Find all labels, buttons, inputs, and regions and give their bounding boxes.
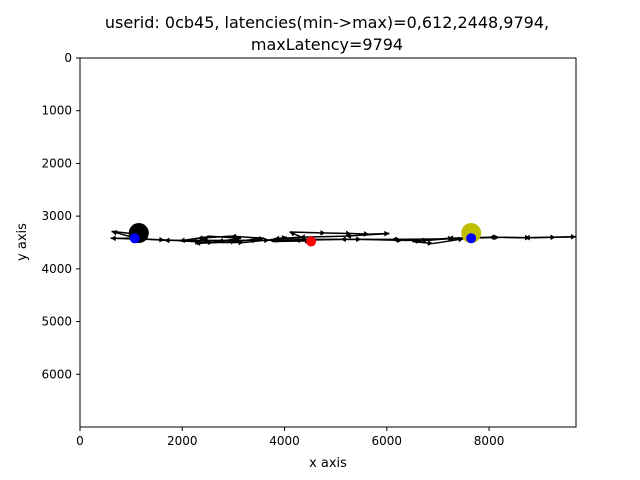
path-arrowhead	[230, 233, 236, 240]
path-arrowhead	[489, 234, 495, 241]
y-tick-label: 5000	[41, 315, 72, 329]
y-axis: 0 1000 2000 3000 4000 5000 6000	[41, 51, 80, 381]
path-segment	[197, 235, 231, 240]
path-segment	[230, 235, 265, 240]
path-arrowhead	[427, 240, 433, 246]
y-tick-label: 6000	[41, 367, 72, 381]
path-segment	[289, 231, 326, 234]
chart-title-line-1: userid: 0cb45, latencies(min->max)=0,612…	[105, 13, 549, 32]
path-arrowhead	[340, 236, 346, 243]
path-arrowhead	[524, 234, 530, 241]
x-axis-label: x axis	[309, 456, 347, 471]
end-marker	[461, 223, 482, 244]
path-segment	[299, 235, 346, 238]
x-axis: 0 2000 4000 6000 8000	[76, 427, 504, 448]
point-marker	[466, 233, 477, 244]
path-segment	[524, 235, 576, 239]
marker-layer	[128, 223, 482, 247]
y-tick-label: 4000	[41, 262, 72, 276]
path-arrowhead	[248, 237, 254, 244]
path-segment	[271, 240, 311, 243]
path-arrowhead	[164, 237, 170, 244]
path-arrowhead	[320, 230, 326, 236]
path-segment	[345, 232, 390, 237]
y-tick-label: 0	[64, 51, 72, 65]
path-arrowhead	[294, 237, 300, 244]
plot-area	[110, 223, 576, 247]
x-tick-label: 2000	[167, 434, 198, 448]
path-arrowhead	[346, 230, 351, 237]
plot-frame	[79, 57, 577, 428]
point-marker	[129, 233, 140, 244]
path-arrowhead	[197, 235, 203, 241]
y-tick-label: 3000	[41, 209, 72, 223]
y-tick-label: 1000	[41, 104, 72, 118]
y-axis-label: y axis	[15, 223, 30, 261]
path-arrowhead	[202, 237, 208, 244]
point-marker	[306, 236, 317, 247]
path-segment	[391, 238, 464, 241]
x-tick-label: 8000	[474, 434, 505, 448]
path-segment	[432, 238, 464, 245]
x-tick-label: 4000	[269, 434, 300, 448]
x-tick-label: 0	[76, 434, 84, 448]
y-tick-label: 2000	[41, 156, 72, 170]
path-arrowhead	[391, 236, 397, 243]
x-tick-label: 6000	[372, 434, 403, 448]
path-arrowhead	[345, 233, 352, 239]
path-segment	[489, 236, 525, 239]
path-segment	[294, 238, 341, 242]
chart-title-line-2: maxLatency=9794	[251, 35, 403, 54]
